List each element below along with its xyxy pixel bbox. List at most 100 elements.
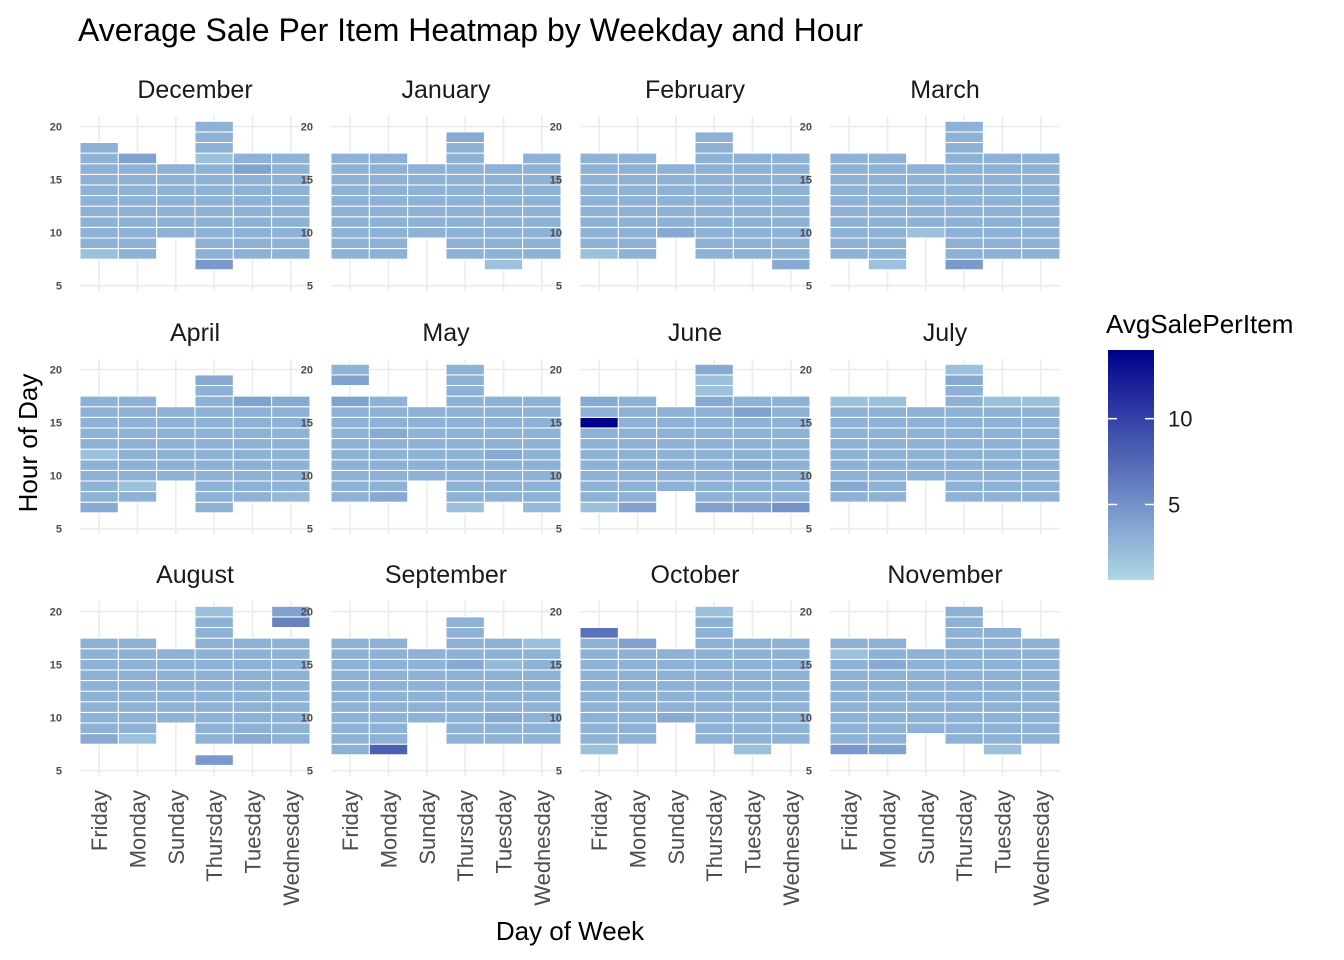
heatmap-tile (982, 743, 1023, 756)
heatmap-tile (156, 669, 196, 682)
heatmap-tile (117, 469, 158, 482)
heatmap-tile (79, 395, 119, 408)
heatmap-tile (771, 491, 811, 503)
heatmap-tile (117, 658, 158, 671)
heatmap-tile (829, 743, 869, 756)
x-tick-label: Tuesday (492, 790, 517, 874)
heatmap-tile (867, 438, 908, 450)
y-axis-title: Hour of Day (13, 374, 43, 513)
heatmap-tile (156, 416, 196, 429)
x-axis-title: Day of Week (496, 916, 645, 946)
heatmap-tile (771, 163, 811, 175)
heatmap-tile (694, 448, 734, 461)
heatmap-tile (368, 469, 409, 482)
heatmap-tile (732, 491, 773, 503)
heatmap-tile (330, 733, 370, 745)
heatmap-tile (829, 637, 869, 650)
heatmap-tile (483, 637, 524, 650)
y-tick-label: 15 (50, 418, 62, 430)
heatmap-tile (368, 427, 409, 440)
facet-panel-february: February 5 10 15 20 (550, 76, 811, 293)
heatmap-tile (906, 690, 946, 703)
heatmap-tile (445, 374, 485, 387)
heatmap-tile (232, 491, 273, 503)
heatmap-tile (330, 195, 370, 207)
heatmap-tile (1021, 648, 1061, 660)
heatmap-tile (829, 722, 869, 735)
heatmap-tile (579, 627, 619, 639)
heatmap-tile (522, 459, 562, 471)
heatmap-tile (982, 248, 1023, 260)
heatmap-tile (271, 491, 311, 503)
heatmap-tile (771, 216, 811, 228)
heatmap-tile (330, 395, 370, 408)
heatmap-tile (982, 152, 1023, 165)
heatmap-tile (906, 195, 946, 207)
heatmap-tile (368, 733, 409, 745)
heatmap-tile (732, 438, 773, 450)
heatmap-tile (732, 448, 773, 461)
heatmap-tile (771, 637, 811, 650)
y-tick-label: 5 (307, 524, 313, 536)
heatmap-tile (194, 754, 234, 766)
heatmap-tile (944, 438, 984, 450)
heatmap-tile (732, 669, 773, 682)
heatmap-tile (617, 406, 658, 418)
heatmap-tile (194, 733, 234, 745)
heatmap-tile (330, 448, 370, 461)
heatmap-tile (368, 701, 409, 713)
chart-title: Average Sale Per Item Heatmap by Weekday… (78, 12, 863, 48)
facet-strip-label: August (156, 561, 234, 589)
heatmap-tile (117, 491, 158, 503)
heatmap-tile (944, 195, 984, 207)
facet-panel-october: October 5 10 15 20 Friday Monday Sunday Thursday… (550, 561, 811, 906)
heatmap-tile (829, 711, 869, 724)
y-tick-label: 5 (307, 766, 313, 778)
heatmap-tile (579, 648, 619, 660)
x-tick-label: Monday (876, 790, 901, 868)
y-tick-label: 10 (550, 471, 562, 483)
heatmap-tile (829, 152, 869, 165)
heatmap-tile (1021, 680, 1061, 692)
heatmap-tile (194, 690, 234, 703)
heatmap-tile (694, 648, 734, 660)
heatmap-tile (579, 733, 619, 745)
heatmap-tile (232, 184, 273, 197)
heatmap-tile (732, 680, 773, 692)
heatmap-tile (232, 459, 273, 471)
heatmap-tile (771, 701, 811, 713)
heatmap-tile (117, 690, 158, 703)
heatmap-tile (407, 648, 447, 660)
y-tick-label: 10 (800, 713, 812, 725)
y-tick-label: 10 (50, 471, 62, 483)
heatmap-tile (445, 416, 485, 429)
heatmap-tile (445, 216, 485, 228)
heatmap-tile (522, 205, 562, 218)
heatmap-tile (579, 416, 619, 429)
heatmap-tile (1021, 669, 1061, 682)
heatmap-tile (79, 427, 119, 440)
heatmap-tile (445, 395, 485, 408)
heatmap-tile (906, 216, 946, 228)
heatmap-tile (1021, 248, 1061, 260)
heatmap-tile (445, 637, 485, 650)
heatmap-tile (407, 205, 447, 218)
heatmap-tile (1021, 205, 1061, 218)
heatmap-tile (232, 648, 273, 660)
heatmap-tile (271, 248, 311, 260)
heatmap-tile (445, 163, 485, 175)
heatmap-tile (906, 184, 946, 197)
heatmap-tile (330, 690, 370, 703)
x-tick-label: Monday (126, 790, 151, 868)
x-tick-label: Friday (338, 790, 363, 851)
heatmap-tile (232, 680, 273, 692)
heatmap-tile (982, 627, 1023, 639)
heatmap-tile (445, 733, 485, 745)
heatmap-tile (617, 669, 658, 682)
heatmap-tile (617, 248, 658, 260)
heatmap-tile (694, 427, 734, 440)
heatmap-tile (694, 131, 734, 144)
heatmap-tile (330, 680, 370, 692)
heatmap-tile (906, 459, 946, 471)
heatmap-tile (368, 237, 409, 250)
